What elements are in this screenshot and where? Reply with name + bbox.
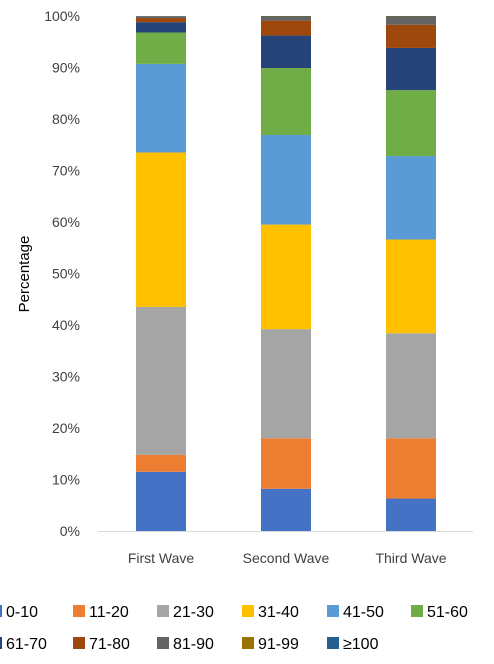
y-tick-label: 30% <box>52 369 80 385</box>
legend-swatch <box>242 637 254 649</box>
legend: 0-10 11-20 21-30 31-40 41-50 51-60 61-70 71-80 8… <box>0 604 468 653</box>
legend-label: 41-50 <box>343 604 384 621</box>
legend-label: 51-60 <box>427 604 468 621</box>
bar-segment-0-8 <box>136 16 186 19</box>
bar-segment-1-1 <box>261 438 311 489</box>
bar-segment-2-8 <box>386 17 436 25</box>
legend-swatch <box>157 605 169 617</box>
legend-label: 31-40 <box>258 604 299 621</box>
bar-segment-2-7 <box>386 24 436 48</box>
legend-swatch <box>73 605 85 617</box>
bar-segment-1-0 <box>261 488 311 531</box>
y-tick-label: 60% <box>52 214 80 230</box>
legend-label: 91-99 <box>258 636 299 653</box>
bar-segment-1-4 <box>261 134 311 225</box>
y-tick-label: 20% <box>52 420 80 436</box>
bar-segment-1-6 <box>261 35 311 69</box>
y-axis-title: Percentage <box>16 236 33 313</box>
y-tick-label: 40% <box>52 317 80 333</box>
bar-segment-0-6 <box>136 22 186 33</box>
legend-swatch <box>242 605 254 617</box>
bar-segment-1-3 <box>261 224 311 330</box>
x-axis: First Wave Second Wave Third Wave <box>98 531 473 566</box>
legend-label: 21-30 <box>173 604 214 621</box>
legend-swatch <box>411 605 423 617</box>
bar-segment-1-2 <box>261 329 311 439</box>
bar-segment-1-9 <box>261 16 311 18</box>
legend-label: 11-20 <box>89 604 129 621</box>
bar-segment-0-5 <box>136 32 186 64</box>
x-category-label: Third Wave <box>375 550 446 566</box>
bar-segment-2-4 <box>386 156 436 240</box>
y-tick-label: 10% <box>52 472 80 488</box>
legend-swatch <box>327 637 339 649</box>
y-tick-label: 90% <box>52 60 80 76</box>
bar-segment-2-0 <box>386 498 436 531</box>
bar-segment-0-4 <box>136 63 186 153</box>
legend-label: 61-70 <box>6 636 47 653</box>
bar-segment-2-3 <box>386 239 436 334</box>
legend-swatch <box>0 637 2 649</box>
bar-segment-0-3 <box>136 152 186 307</box>
y-tick-label: 50% <box>52 266 80 282</box>
bar-segment-0-2 <box>136 306 186 455</box>
bar-segment-1-8 <box>261 17 311 21</box>
bar-segment-2-5 <box>386 90 436 157</box>
legend-swatch <box>73 637 85 649</box>
bars <box>136 16 436 531</box>
x-category-label: Second Wave <box>243 550 330 566</box>
legend-label: 0-10 <box>6 604 38 621</box>
bar-segment-0-1 <box>136 454 186 472</box>
legend-swatch <box>327 605 339 617</box>
bar-segment-2-1 <box>386 438 436 499</box>
y-tick-label: 70% <box>52 163 80 179</box>
legend-swatch <box>157 637 169 649</box>
bar-segment-1-5 <box>261 68 311 135</box>
y-axis: 0% 10% 20% 30% 40% 50% 60% 70% 80% 90% 100% <box>44 8 80 539</box>
bar-segment-2-6 <box>386 47 436 91</box>
bar-segment-2-9 <box>386 16 436 18</box>
legend-label: 71-80 <box>89 636 130 653</box>
y-tick-label: 80% <box>52 111 80 127</box>
bar-segment-2-10 <box>386 16 436 17</box>
bar-segment-0-0 <box>136 471 186 531</box>
bar-segment-1-10 <box>261 16 311 17</box>
legend-label: ≥100 <box>343 636 379 653</box>
y-tick-label: 100% <box>44 8 80 24</box>
bar-segment-0-7 <box>136 18 186 23</box>
legend-swatch <box>0 605 2 617</box>
bar-segment-1-7 <box>261 20 311 36</box>
y-tick-label: 0% <box>60 523 80 539</box>
legend-label: 81-90 <box>173 636 214 653</box>
x-category-label: First Wave <box>128 550 195 566</box>
bar-segment-2-2 <box>386 333 436 439</box>
